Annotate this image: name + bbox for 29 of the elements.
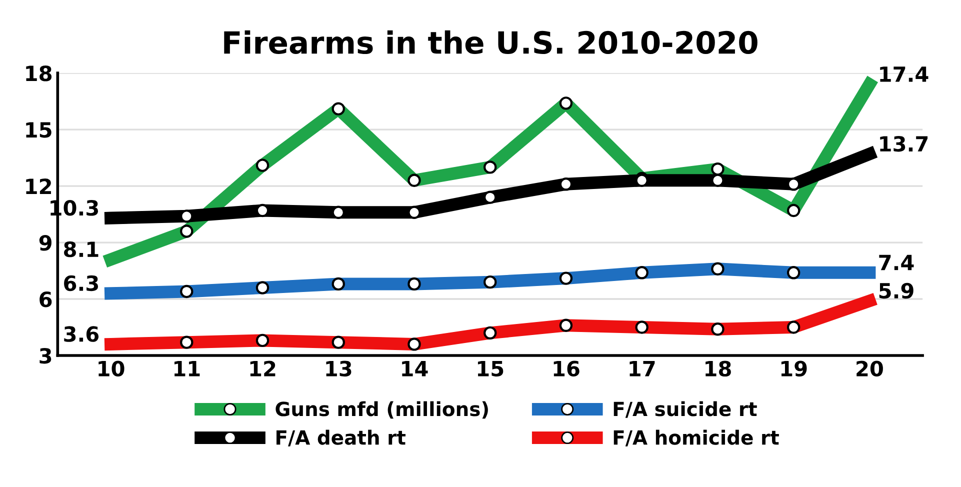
chart-title: Firearms in the U.S. 2010-2020 [224, 30, 758, 54]
x-tick-label: 10 [98, 360, 124, 376]
legend-label: F/A homicide rt [614, 430, 779, 446]
x-tick-label: 18 [706, 360, 731, 376]
data-label: 13.7 [880, 136, 928, 152]
data-label: 8.1 [64, 241, 98, 258]
x-tick-label: 20 [856, 360, 883, 376]
y-tick-label: 18 [26, 66, 52, 82]
x-tick-label: 19 [781, 360, 807, 376]
x-tick-label: 13 [326, 360, 352, 376]
data-label: 3.6 [64, 326, 99, 342]
y-tick-label: 12 [26, 178, 51, 194]
x-tick-label: 15 [478, 361, 504, 376]
legend-label: F/A suicide rt [614, 401, 757, 418]
legend-label: Guns mfd (millions) [276, 401, 488, 419]
x-tick-label: 14 [402, 361, 428, 376]
data-label: 6.3 [64, 275, 98, 292]
data-label: 7.4 [879, 254, 914, 270]
y-tick-label: 6 [40, 291, 52, 308]
x-tick-label: 17 [630, 361, 655, 376]
data-label: 17.4 [880, 66, 928, 82]
x-tick-label: 11 [174, 361, 200, 376]
data-label: 5.9 [879, 282, 914, 299]
y-tick-label: 3 [40, 348, 52, 364]
x-tick-label: 12 [250, 360, 276, 376]
legend-label: F/A death rt [276, 430, 406, 446]
y-tick-label: 15 [26, 122, 52, 138]
x-tick-label: 16 [554, 360, 580, 376]
y-tick-label: 9 [39, 235, 52, 251]
